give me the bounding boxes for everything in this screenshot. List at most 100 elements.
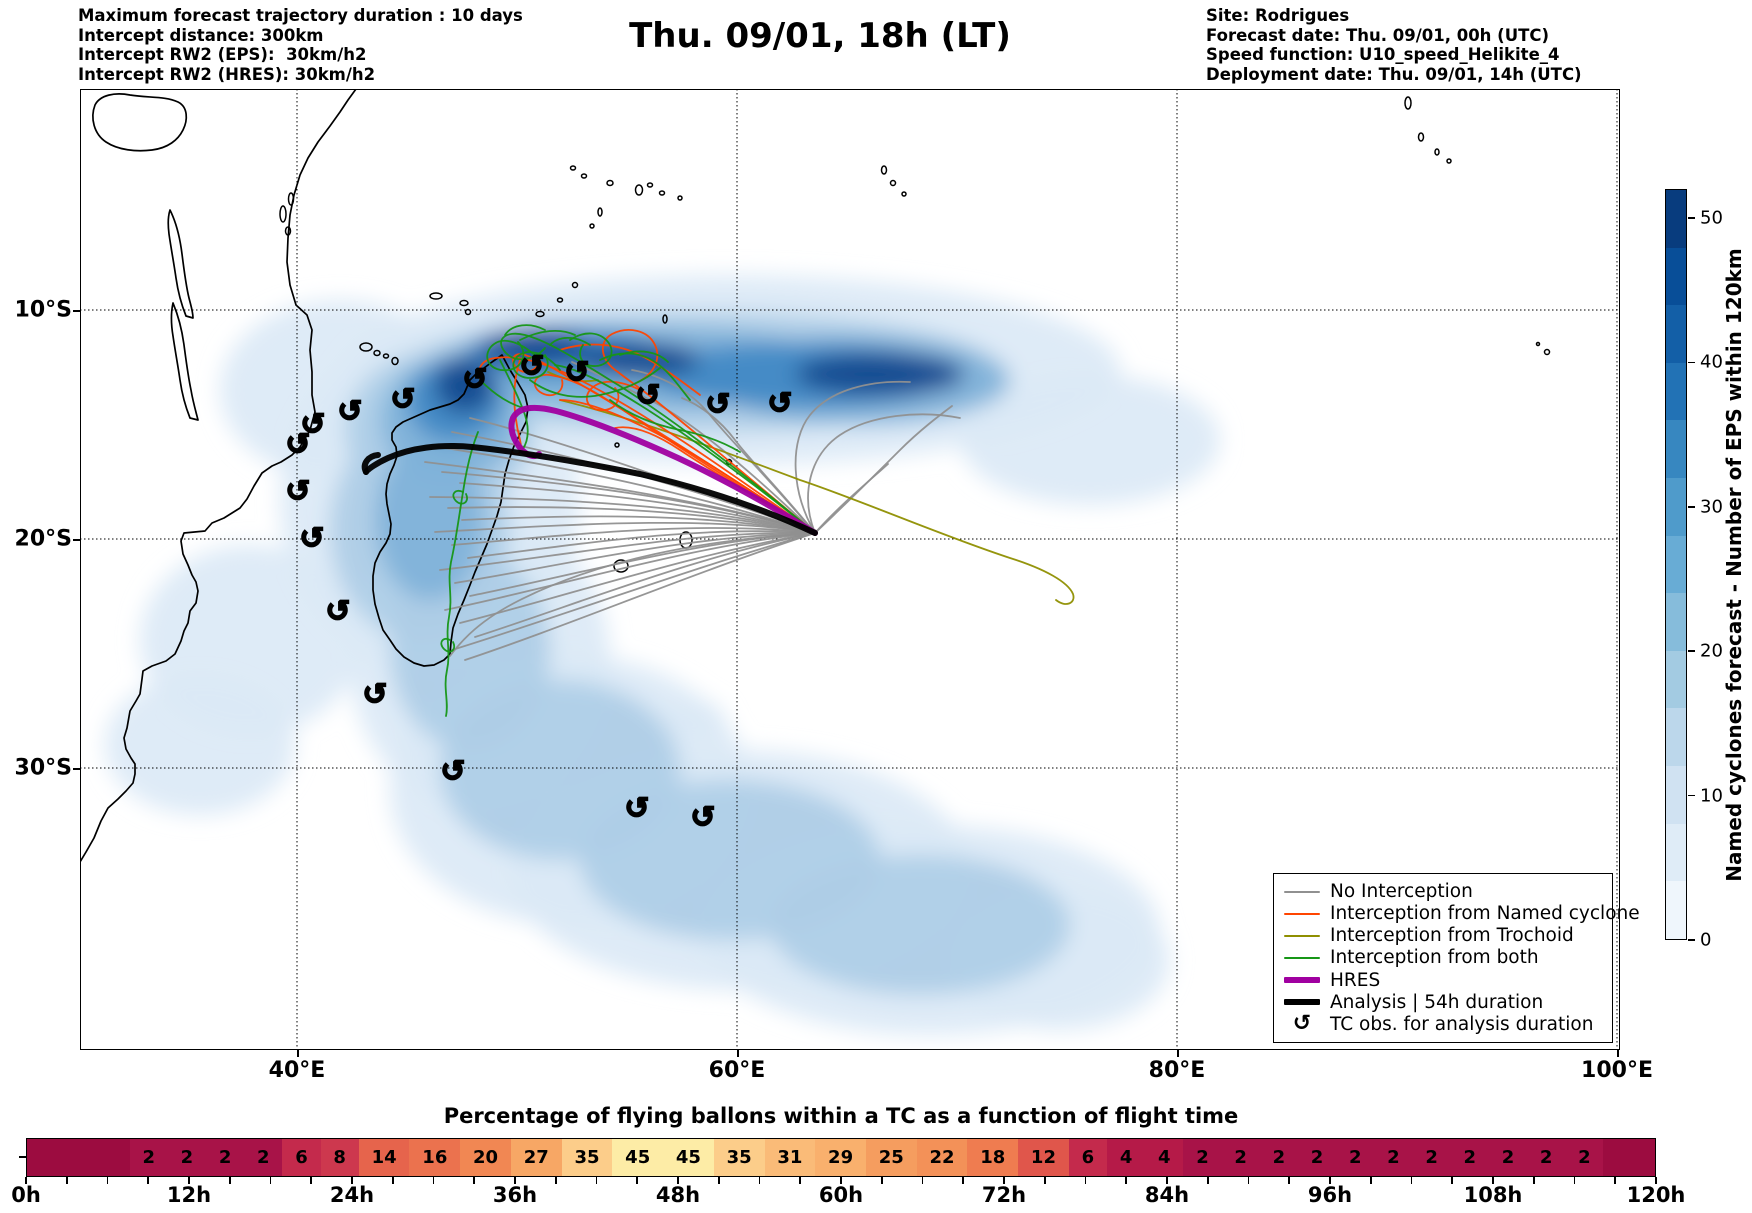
- tc-obs-icon: ↺: [624, 791, 649, 826]
- colorbar-tick-mark: [1688, 939, 1695, 941]
- heatstrip-cell: 2: [129, 1139, 168, 1176]
- heatstrip-tick-mark: [1166, 1177, 1168, 1184]
- lat-tick-label: 30°S: [14, 755, 72, 781]
- colorbar-segment: [1666, 362, 1686, 421]
- legend-item: No Interception: [1284, 881, 1602, 902]
- heatstrip-cell: 14: [358, 1139, 410, 1176]
- colorbar-segment: [1666, 305, 1686, 363]
- heatstrip-hour-label: 84h: [1144, 1183, 1190, 1207]
- heatstrip-tick-mark: [921, 1177, 924, 1184]
- legend-item: Interception from Trochoid: [1284, 925, 1602, 946]
- lon-tick-label: 80°E: [1148, 1058, 1206, 1083]
- lon-tick-label: 60°E: [708, 1058, 766, 1083]
- tc-obs-icon: ↺: [362, 677, 387, 712]
- graticule: [80, 89, 1620, 1050]
- colorbar-segment: [1666, 420, 1686, 479]
- colorbar: [1665, 189, 1687, 940]
- site-info-block: Site: Rodrigues Forecast date: Thu. 09/0…: [1206, 6, 1582, 84]
- trajectories-both: [440, 324, 816, 717]
- heatstrip-tick-mark: [595, 1177, 598, 1184]
- heatstrip-tick-mark: [65, 1177, 68, 1184]
- heatstrip-tick-mark: [1451, 1177, 1454, 1184]
- heatstrip-title: Percentage of flying ballons within a TC…: [443, 1104, 1239, 1128]
- colorbar-tick-label: 20: [1700, 640, 1723, 662]
- heatstrip-tick-mark: [351, 1177, 353, 1184]
- trajectory-analysis: [361, 443, 818, 536]
- heatstrip-tick-mark: [310, 1177, 313, 1184]
- heatstrip-cell: 18: [967, 1139, 1019, 1176]
- heatstrip-tick-mark: [636, 1177, 639, 1184]
- heatstrip-hour-label: 60h: [818, 1183, 864, 1207]
- heatstrip-cell: 2: [167, 1139, 206, 1176]
- heatstrip-cell: 35: [713, 1139, 765, 1176]
- heatstrip-tick-mark: [269, 1177, 272, 1184]
- colorbar-tick-mark: [1688, 361, 1695, 364]
- legend-line-swatch: [1284, 912, 1320, 915]
- heatstrip-tick-mark: [106, 1177, 109, 1184]
- lat-tick-label: 10°S: [14, 297, 72, 323]
- heatstrip-tick-mark: [1614, 1177, 1617, 1184]
- heatstrip-tick-mark: [1247, 1177, 1250, 1184]
- colorbar-tick-mark: [1688, 217, 1695, 219]
- heatstrip-hour-label: 0h: [11, 1183, 41, 1207]
- heatstrip-cell: [103, 1139, 130, 1176]
- heatstrip-cell: 2: [1336, 1139, 1375, 1176]
- tc-obs-icon: ↺: [285, 427, 310, 462]
- legend-item-label: Interception from both: [1330, 947, 1539, 969]
- legend-line-swatch: [1284, 956, 1320, 959]
- lon-tick-mark: [1617, 1050, 1619, 1057]
- heatstrip-cell: 2: [1221, 1139, 1260, 1176]
- lon-tick-label: 100°E: [1581, 1058, 1653, 1083]
- lon-tick-mark: [297, 1050, 299, 1057]
- tc-obs-icon: ↺: [462, 362, 487, 397]
- legend-item: ↺ TC obs. for analysis duration: [1284, 1011, 1602, 1037]
- heatstrip-cell: 6: [282, 1139, 321, 1176]
- tc-obs-icon: ↺: [299, 521, 324, 556]
- colorbar-segment: [1666, 535, 1686, 594]
- heatstrip-cell: [27, 1139, 53, 1176]
- tc-obs-markers: ↺ ↺↺ ↺ ↺↺↺↺↺↺↺↺↺↺↺↺ ↺: [285, 348, 794, 836]
- heatstrip-tick-mark: [677, 1177, 679, 1184]
- heatstrip-cell: 16: [409, 1139, 461, 1176]
- figure-title: Thu. 09/01, 18h (LT): [629, 16, 1011, 56]
- heatstrip-cell: 29: [815, 1139, 866, 1176]
- tc-obs-icon: ↺: [285, 474, 310, 509]
- tc-obs-icon: ↺: [564, 355, 589, 390]
- heatstrip-cell: 2: [1374, 1139, 1413, 1176]
- heatstrip-hour-label: 12h: [166, 1183, 212, 1207]
- tc-obs-icon: ↺: [440, 754, 465, 789]
- legend-item-label: HRES: [1330, 969, 1381, 991]
- heatstrip-tick-mark: [1084, 1177, 1087, 1184]
- lon-tick-label: 40°E: [268, 1058, 326, 1083]
- heatstrip-tick-mark: [1655, 1177, 1657, 1184]
- heatstrip-tick-mark: [1288, 1177, 1291, 1184]
- legend-line-swatch: [1284, 977, 1320, 984]
- heatstrip-tick-mark: [1206, 1177, 1209, 1184]
- heatstrip-cell: 22: [916, 1139, 968, 1176]
- legend-line-swatch: [1284, 934, 1320, 937]
- heatstrip-hour-label: 24h: [329, 1183, 375, 1207]
- heatstrip-cell: 35: [561, 1139, 613, 1176]
- heatstrip-cell: [52, 1139, 79, 1176]
- heatstrip-cell: 2: [1488, 1139, 1528, 1176]
- heatstrip-tick-mark: [880, 1177, 883, 1184]
- eps-density-field: [105, 275, 1220, 1035]
- colorbar-tick-label: 10: [1700, 785, 1723, 807]
- tc-obs-icon: ↺: [1292, 1011, 1312, 1037]
- colorbar-tick-label: 40: [1700, 351, 1723, 373]
- heatstrip-cell: 25: [865, 1139, 917, 1176]
- heatstrip-tick-mark: [1410, 1177, 1413, 1184]
- tc-obs-icon: ↺: [705, 387, 730, 422]
- tc-obs-icon: ↺: [635, 378, 660, 413]
- legend-item: HRES: [1284, 970, 1602, 991]
- heatstrip: 2 2 2 2 6 8 14 16 20 27 35 45 45 35 31 29 25 22 18 12 6 4 4 2 2 2…: [26, 1138, 1656, 1177]
- heatstrip-tick-mark: [391, 1177, 394, 1184]
- heatstrip-cell: 31: [764, 1139, 816, 1176]
- heatstrip-hour-label: 72h: [981, 1183, 1027, 1207]
- heatstrip-tick-mark: [799, 1177, 802, 1184]
- heatstrip-tick-mark: [717, 1177, 720, 1184]
- heatstrip-cell: [78, 1139, 104, 1176]
- heatstrip-tick-mark: [1532, 1177, 1535, 1184]
- heatstrip-tick-mark: [1492, 1177, 1494, 1184]
